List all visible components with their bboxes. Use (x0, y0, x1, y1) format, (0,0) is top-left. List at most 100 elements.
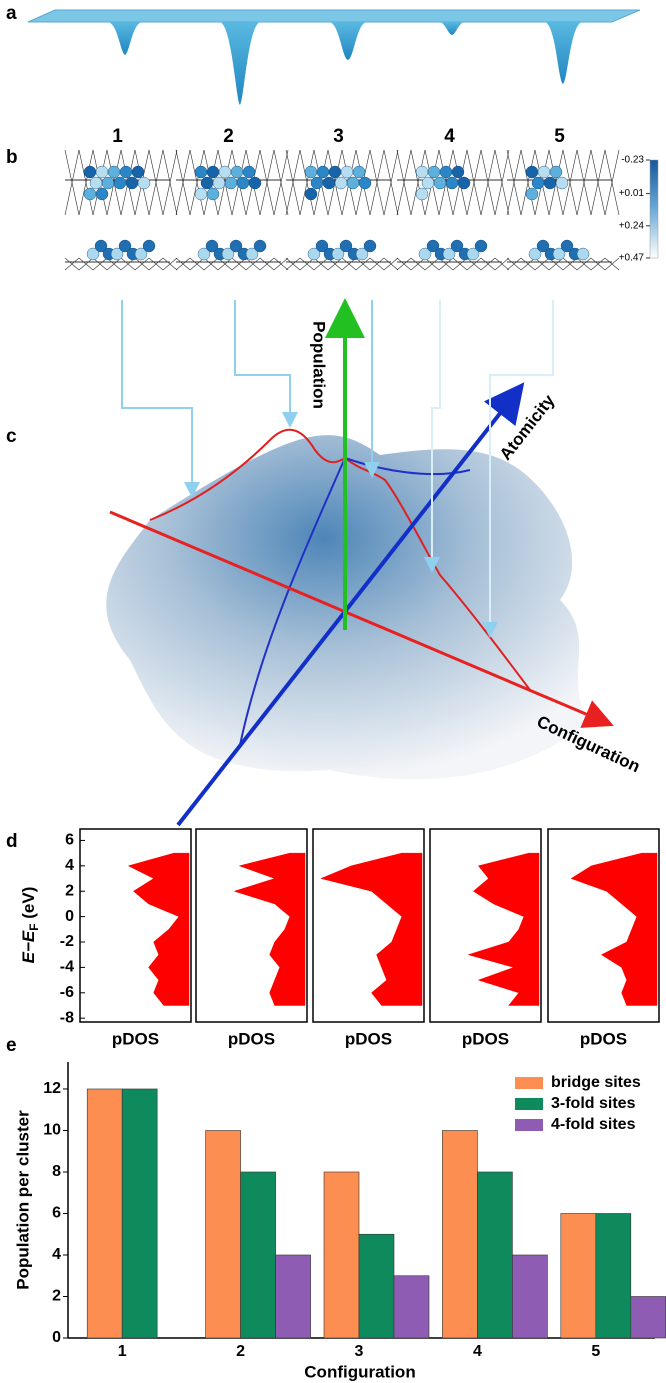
y-tick-label: 2 (65, 882, 74, 899)
lattice (562, 149, 578, 216)
atom (528, 247, 542, 261)
atom (525, 165, 539, 179)
lattice (327, 257, 343, 271)
lattice (438, 257, 454, 271)
atom (224, 176, 238, 190)
lattice (520, 257, 536, 271)
x-axis-label: pDOS (580, 1029, 627, 1048)
x-tick-label: 5 (591, 1343, 600, 1360)
configuration-number: 2 (223, 126, 234, 147)
atom (236, 176, 250, 190)
lattice (245, 257, 261, 271)
bar (393, 1275, 430, 1339)
atom (218, 165, 232, 179)
y-tick-label: 6 (52, 1205, 61, 1222)
atom (576, 247, 590, 261)
panel-label: a (6, 3, 17, 24)
atom (560, 239, 574, 253)
lattice (548, 257, 564, 271)
x-axis-label: pDOS (345, 1029, 392, 1048)
atom (451, 165, 465, 179)
y-axis-label-sub: F (27, 923, 41, 930)
configuration-number: 5 (554, 126, 565, 147)
x-axis-label: pDOS (112, 1029, 159, 1048)
lattice (494, 149, 510, 216)
atom (194, 165, 208, 179)
lattice (78, 149, 94, 216)
lattice (604, 149, 620, 216)
pdos-area (320, 852, 423, 1006)
structure (506, 149, 620, 271)
surface-a (27, 9, 641, 105)
y-tick-label: -4 (60, 959, 74, 976)
lattice (355, 257, 371, 271)
atom (439, 165, 453, 179)
lattice (410, 257, 426, 271)
atom (525, 187, 539, 201)
lattice (299, 257, 315, 271)
bar (121, 1088, 158, 1339)
lattice (259, 149, 275, 216)
atom (248, 176, 262, 190)
lattice (217, 257, 233, 271)
y-tick-label: -8 (60, 1009, 74, 1026)
bar (595, 1213, 632, 1339)
configuration-number: 1 (112, 126, 123, 147)
lattice (273, 149, 289, 216)
lattice (175, 257, 191, 271)
atom (83, 165, 97, 179)
atom (555, 176, 569, 190)
lattice (78, 257, 94, 271)
atom (552, 247, 566, 261)
bar (240, 1171, 276, 1339)
lattice (106, 257, 122, 271)
atom (421, 176, 435, 190)
y-axis-label: Population per cluster (13, 1110, 32, 1290)
lattice (466, 149, 482, 216)
y-tick-label: 0 (65, 908, 74, 925)
lattice (92, 257, 108, 271)
panel-label: d (6, 831, 18, 852)
atom (221, 247, 235, 261)
lattice (273, 257, 289, 271)
pdos-frame (547, 828, 660, 1023)
lattice (369, 149, 385, 216)
atom (339, 239, 353, 253)
legend-swatch (515, 1077, 543, 1089)
atom (118, 239, 132, 253)
atom (107, 165, 121, 179)
atom (142, 239, 156, 253)
bar (275, 1254, 311, 1339)
lattice (383, 149, 399, 216)
atom (134, 247, 148, 261)
y-tick-label: 8 (52, 1163, 61, 1180)
y-tick-label: -2 (60, 933, 74, 950)
legend-label: bridge sites (551, 1074, 641, 1091)
atom (200, 176, 214, 190)
atom (245, 247, 259, 261)
lattice (520, 149, 536, 216)
atom (230, 165, 244, 179)
atom (334, 176, 348, 190)
atom (95, 187, 109, 201)
lattice (134, 257, 150, 271)
legend-label: 3-fold sites (551, 1095, 636, 1112)
configuration-number: 4 (444, 126, 455, 147)
axis-label-population: Population (310, 321, 329, 409)
x-tick-label: 4 (473, 1343, 482, 1360)
atom (307, 247, 321, 261)
lattice (480, 257, 496, 271)
legend-label: 4-fold sites (551, 1116, 636, 1133)
lattice (480, 149, 496, 216)
bar (630, 1296, 666, 1339)
atom (131, 165, 145, 179)
atom (442, 247, 456, 261)
bar (205, 1130, 241, 1339)
lattice (506, 257, 522, 271)
lattice (162, 257, 178, 271)
atom (457, 176, 471, 190)
atom (94, 239, 108, 253)
atom (119, 165, 133, 179)
atom (426, 239, 440, 253)
